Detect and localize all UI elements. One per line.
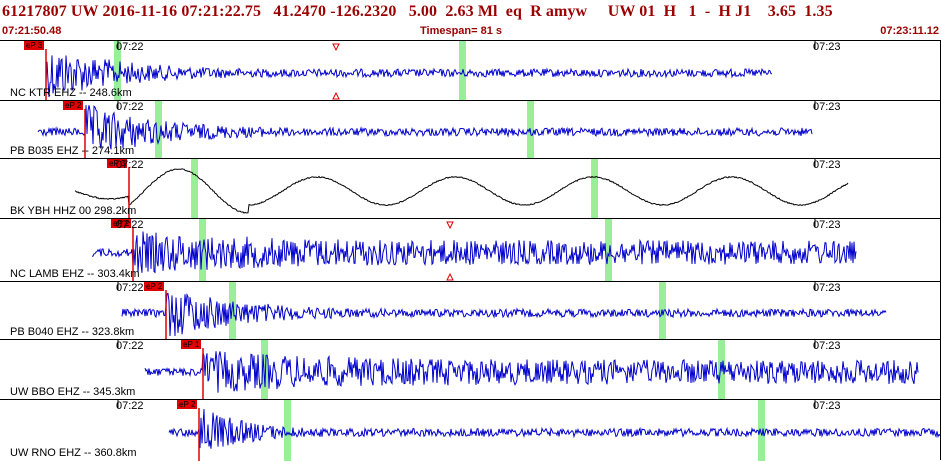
pick-flag[interactable]: eP 2 — [63, 101, 84, 110]
timespan: Timespan= 81 s — [420, 25, 503, 37]
phase-window — [229, 282, 236, 340]
seismogram-trace — [74, 168, 849, 214]
station-label: NC KTR EHZ -- 248.6km — [10, 87, 132, 99]
pick-flag[interactable]: eP 2 — [144, 282, 165, 291]
time-tick-label: 07:22 — [116, 159, 144, 171]
station-label: UW RNO EHZ -- 360.8km — [10, 447, 137, 459]
time-tick-label: 07:22 — [116, 41, 144, 53]
seismogram-trace — [45, 55, 773, 98]
seismogram-trace — [91, 231, 857, 274]
time-tick-label: 07:22 — [116, 282, 144, 294]
arrival-marker — [332, 91, 340, 100]
end-time: 07:23:11.12 — [880, 25, 939, 37]
station-label: PB B040 EHZ -- 323.8km — [10, 326, 135, 338]
station-label: UW BBO EHZ -- 345.3km — [10, 386, 136, 398]
phase-window — [155, 101, 162, 159]
station-label: BK YBH HHZ 00 298.2km — [10, 205, 137, 217]
seismogram-trace — [144, 351, 919, 393]
phase-window — [284, 400, 291, 461]
trace-panel[interactable]: eP 2 07:22 07:23 PB B035 EHZ -- 274.1km — [0, 100, 941, 159]
phase-window — [591, 159, 598, 219]
station-label: NC LAMB EHZ -- 303.4km — [10, 268, 140, 280]
arrival-marker — [446, 272, 454, 281]
time-tick-label: 07:23 — [813, 101, 841, 113]
trace-panel[interactable]: eP 1 07:22 07:23 UW BBO EHZ -- 345.3km — [0, 339, 941, 400]
waveform-plot — [117, 340, 919, 400]
start-time: 07:21:50.48 — [2, 25, 62, 37]
time-tick-label: 07:23 — [813, 400, 841, 412]
time-tick-label: 07:23 — [813, 41, 841, 53]
pick-flag[interactable]: eP 3 — [107, 159, 128, 168]
trace-panel[interactable]: eP 3 07:22 07:23 BK YBH HHZ 00 298.2km — [0, 158, 941, 219]
time-tick-label: 07:23 — [813, 219, 841, 231]
phase-window — [758, 400, 765, 461]
time-tick-label: 07:22 — [116, 400, 144, 412]
phase-window — [605, 219, 612, 282]
phase-window — [114, 41, 121, 101]
pick-flag[interactable]: eP 1 — [181, 340, 202, 349]
waveform-plot — [91, 219, 857, 282]
seismogram-trace — [37, 105, 813, 150]
trace-panel[interactable]: eP 3 07:22 07:23 NC KTR EHZ -- 248.6km — [0, 40, 941, 101]
waveform-plot — [45, 41, 816, 101]
seismogram-trace — [168, 408, 941, 449]
time-tick-label: 07:22 — [116, 340, 144, 352]
time-tick-label: 07:22 — [116, 101, 144, 113]
trace-panel[interactable]: eP 2 07:22 07:23 UW RNO EHZ -- 360.8km — [0, 399, 941, 461]
waveform-plot — [37, 101, 816, 159]
time-tick-label: 07:22 — [116, 219, 144, 231]
station-label: PB B035 EHZ -- 274.1km — [10, 145, 135, 157]
time-tick-label: 07:23 — [813, 282, 841, 294]
seismogram-trace — [121, 292, 887, 337]
pick-flag[interactable]: eP 2 — [177, 400, 198, 409]
time-tick-label: 07:23 — [813, 159, 841, 171]
arrival-marker — [332, 43, 340, 52]
arrival-marker — [446, 221, 454, 230]
header: 61217807 UW 2016-11-16 07:21:22.75 41.24… — [0, 0, 941, 38]
waveform-plot — [117, 400, 941, 461]
trace-panel[interactable]: eP 2 07:22 07:23 PB B040 EHZ -- 323.8km — [0, 281, 941, 340]
pick-flag[interactable]: eP 2 — [111, 219, 132, 228]
phase-window — [261, 340, 268, 400]
event-title: 61217807 UW 2016-11-16 07:21:22.75 41.24… — [2, 3, 833, 20]
pick-flag[interactable]: eP 3 — [24, 41, 45, 50]
trace-panel[interactable]: eP 2 07:22 07:23 NC LAMB EHZ -- 303.4km — [0, 218, 941, 282]
phase-window — [191, 159, 198, 219]
waveform-plot — [117, 282, 887, 340]
time-tick-label: 07:23 — [813, 340, 841, 352]
